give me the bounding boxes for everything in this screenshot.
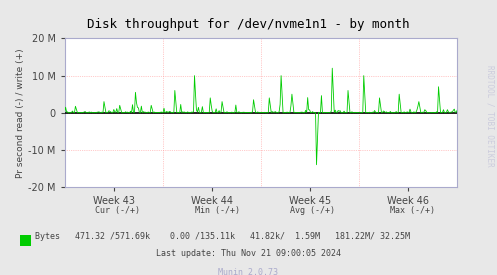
Text: Munin 2.0.73: Munin 2.0.73 [219, 268, 278, 275]
Text: RRDTOOL / TOBI OETIKER: RRDTOOL / TOBI OETIKER [486, 65, 495, 166]
Text: Disk throughput for /dev/nvme1n1 - by month: Disk throughput for /dev/nvme1n1 - by mo… [87, 18, 410, 31]
Y-axis label: Pr second read (-) / write (+): Pr second read (-) / write (+) [16, 48, 25, 178]
Text: Last update: Thu Nov 21 09:00:05 2024: Last update: Thu Nov 21 09:00:05 2024 [156, 249, 341, 258]
Text: Bytes   471.32 /571.69k    0.00 /135.11k   41.82k/  1.59M   181.22M/ 32.25M: Bytes 471.32 /571.69k 0.00 /135.11k 41.8… [35, 232, 410, 241]
Text: Cur (-/+)           Min (-/+)          Avg (-/+)           Max (-/+): Cur (-/+) Min (-/+) Avg (-/+) Max (-/+) [65, 206, 434, 215]
